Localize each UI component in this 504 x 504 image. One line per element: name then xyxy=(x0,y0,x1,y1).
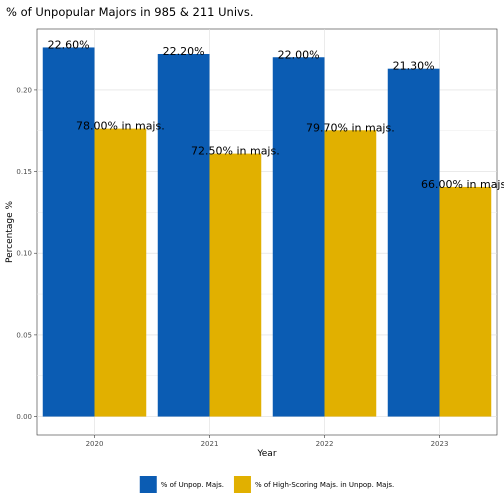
bar-high-scoring-2021 xyxy=(210,154,262,417)
bar-data-label: 21.30% xyxy=(393,60,435,73)
legend-swatch xyxy=(234,476,251,493)
bar-unpop-2023 xyxy=(388,69,440,417)
y-axis-title: Percentage % xyxy=(5,201,15,263)
bar-high-scoring-2020 xyxy=(95,129,147,417)
y-tick-label: 0.05 xyxy=(16,331,32,339)
y-tick-label: 0.10 xyxy=(16,250,32,258)
y-tick-label: 0.00 xyxy=(16,413,32,421)
legend-label: % of High-Scoring Majs. in Unpop. Majs. xyxy=(255,481,394,489)
x-axis: 2020 2021 2022 2023 xyxy=(86,435,449,448)
x-tick-label: 2020 xyxy=(86,440,104,448)
x-tick-label: 2021 xyxy=(201,440,219,448)
y-tick-label: 0.15 xyxy=(16,168,32,176)
y-tick-label: 0.20 xyxy=(16,86,32,94)
chart-title: % of Unpopular Majors in 985 & 211 Univs… xyxy=(6,5,253,19)
bar-unpop-2020 xyxy=(43,47,95,416)
bar-data-label: 78.00% in majs. xyxy=(76,120,165,133)
bar-data-label: 72.50% in majs. xyxy=(191,145,280,158)
bar-data-label: 22.00% xyxy=(278,48,320,61)
legend-label: % of Unpop. Majs. xyxy=(161,481,224,489)
y-axis: 0.00 0.05 0.10 0.15 0.20 xyxy=(16,86,37,421)
legend-item: % of Unpop. Majs. xyxy=(140,476,224,493)
bar-data-label: 22.60% xyxy=(48,38,90,51)
bar-unpop-2021 xyxy=(158,54,210,417)
bar-data-label: 66.00% in majs. xyxy=(421,178,504,191)
x-tick-label: 2022 xyxy=(316,440,334,448)
legend-swatch xyxy=(140,476,157,493)
x-axis-title: Year xyxy=(256,449,276,459)
x-tick-label: 2023 xyxy=(431,440,449,448)
bar-data-label: 79.70% in majs. xyxy=(306,121,395,134)
bar-data-label: 22.20% xyxy=(163,45,205,58)
legend-item: % of High-Scoring Majs. in Unpop. Majs. xyxy=(234,476,394,493)
bar-high-scoring-2022 xyxy=(325,130,377,416)
bar-unpop-2022 xyxy=(273,57,325,416)
bar-high-scoring-2023 xyxy=(440,187,492,417)
legend: % of Unpop. Majs. % of High-Scoring Majs.… xyxy=(140,476,394,493)
